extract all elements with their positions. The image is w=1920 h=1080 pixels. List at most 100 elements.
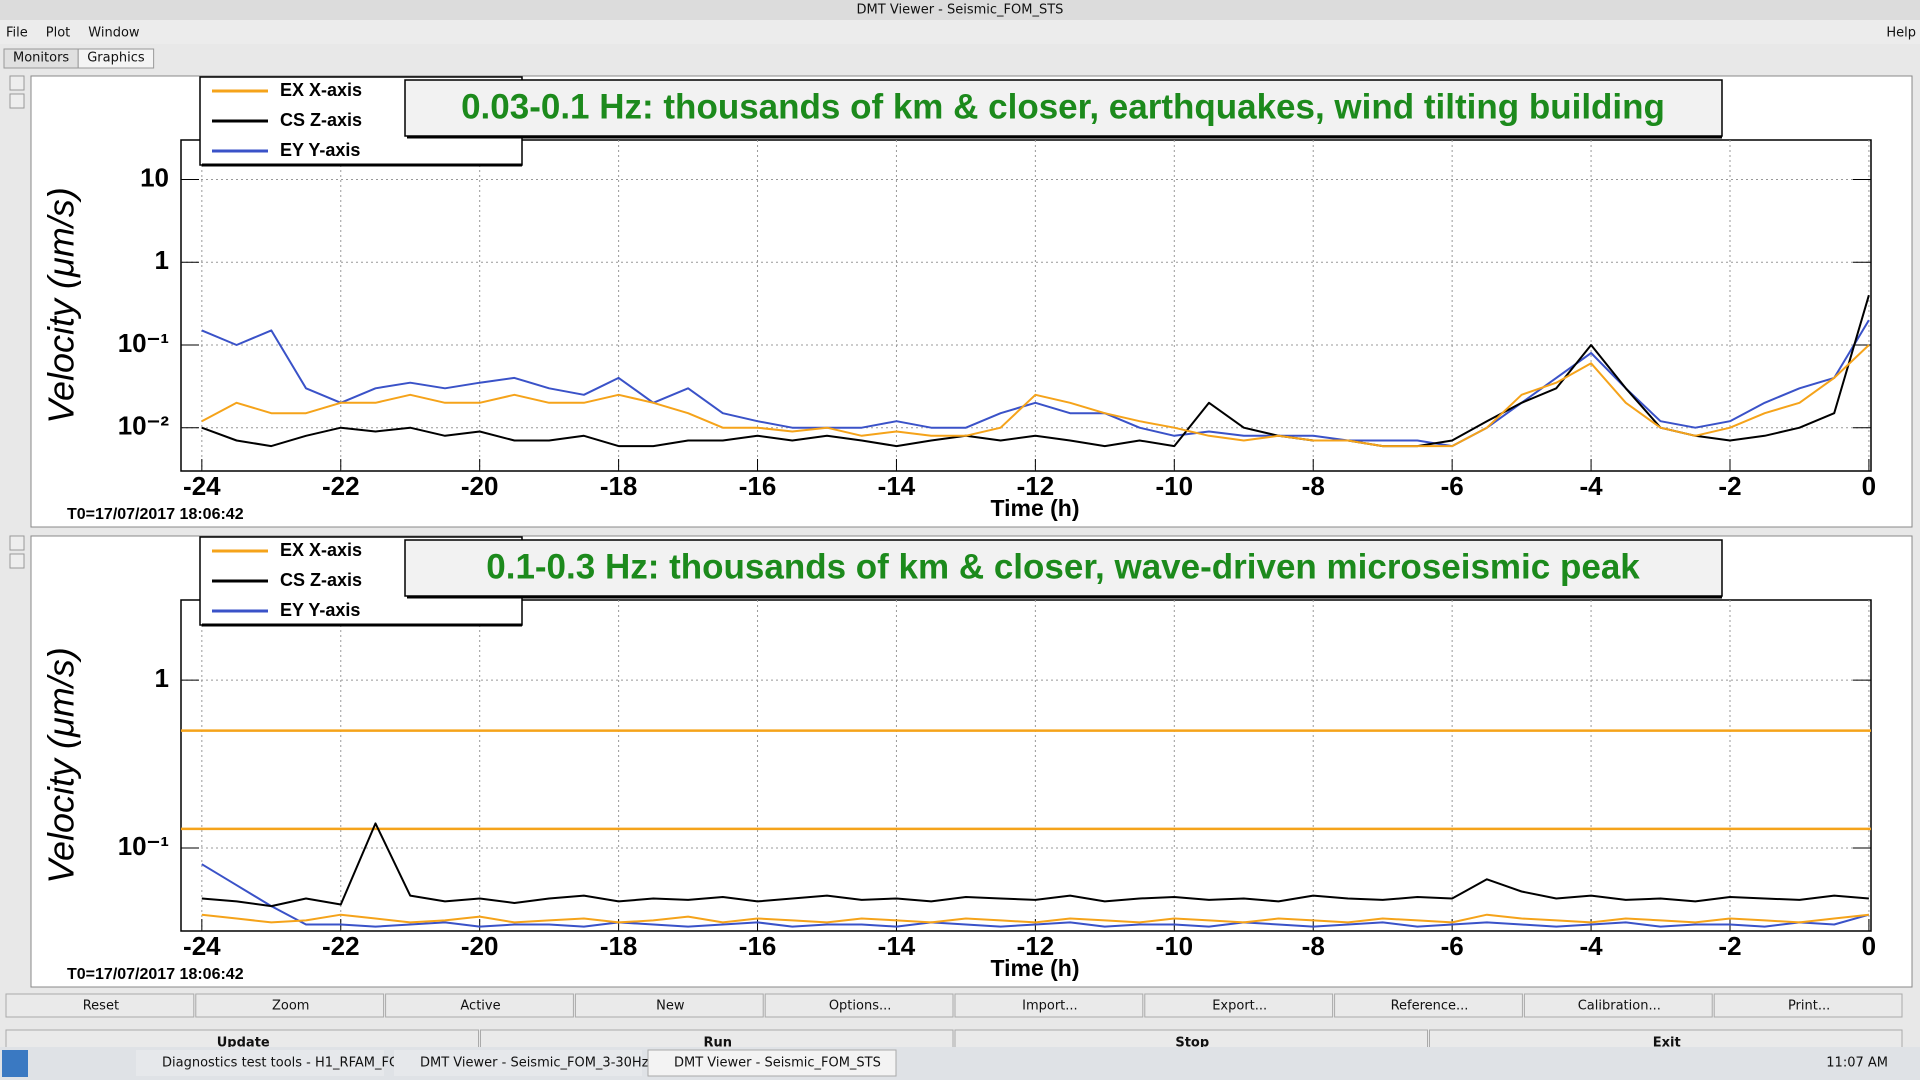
y-axis-label: Velocity (μm/s) — [41, 187, 82, 423]
button[interactable] — [1523, 993, 1713, 1018]
series-line — [201, 913, 1870, 924]
x-tick-label: -10 — [1156, 931, 1194, 961]
button[interactable] — [764, 993, 954, 1018]
taskbar-item[interactable] — [136, 1050, 384, 1076]
button[interactable] — [574, 993, 764, 1018]
x-tick-label: -8 — [1302, 931, 1325, 961]
taskbar-item-label[interactable]: DMT Viewer - Seismic_FOM_STS — [674, 1056, 881, 1071]
legend-label: EY Y-axis — [280, 600, 360, 620]
series-line — [201, 294, 1870, 448]
taskbar-item-label[interactable]: Diagnostics test tools - H1_RFAM_FOM — [162, 1056, 410, 1071]
button-label[interactable]: Calibration... — [1578, 999, 1661, 1014]
legend-label: CS Z-axis — [280, 570, 362, 590]
series-line — [201, 822, 1869, 908]
title-box — [404, 79, 1723, 137]
scroll-button[interactable] — [9, 535, 25, 551]
legend-label: EY Y-axis — [280, 140, 360, 160]
help-menu[interactable]: Help — [1886, 26, 1916, 41]
x-tick-label: -24 — [183, 471, 221, 501]
x-tick-label: -16 — [739, 471, 777, 501]
x-tick-label: -12 — [1017, 471, 1055, 501]
x-tick-label: -6 — [1441, 931, 1464, 961]
y-tick-label: 10⁻² — [118, 411, 170, 441]
button-label[interactable]: Stop — [1175, 1036, 1209, 1051]
button[interactable] — [1144, 993, 1334, 1018]
x-tick-label: -20 — [461, 471, 499, 501]
button[interactable] — [954, 993, 1144, 1018]
x-tick-label: -8 — [1302, 471, 1325, 501]
button-label[interactable]: Exit — [1653, 1036, 1681, 1051]
menu-bar — [0, 20, 1920, 44]
menu-item[interactable]: File — [6, 26, 28, 41]
title-box — [404, 539, 1723, 597]
window-title: DMT Viewer - Seismic_FOM_STS — [857, 3, 1064, 18]
plot-frame — [180, 599, 1872, 932]
legend-label: EX X-axis — [280, 540, 362, 560]
series-line — [201, 863, 1870, 928]
x-tick-label: -24 — [183, 931, 221, 961]
button[interactable] — [5, 993, 195, 1018]
t0-label: T0=17/07/2017 18:06:42 — [67, 966, 244, 983]
x-tick-label: -2 — [1718, 931, 1741, 961]
scroll-button[interactable] — [9, 553, 25, 569]
button[interactable] — [1713, 993, 1903, 1018]
button-label[interactable]: Import... — [1022, 999, 1078, 1014]
y-tick-label: 10⁻¹ — [118, 831, 169, 861]
title-bar — [0, 0, 1920, 20]
menu-item[interactable]: Plot — [46, 26, 71, 41]
button-label[interactable]: Options... — [829, 999, 892, 1014]
tab-label[interactable]: Graphics — [87, 51, 145, 66]
x-tick-label: -20 — [461, 931, 499, 961]
x-tick-label: -18 — [600, 471, 638, 501]
chart-title: 0.03-0.1 Hz: thousands of km & closer, e… — [461, 87, 1665, 126]
button-label[interactable]: Reset — [83, 999, 119, 1014]
legend-label: EX X-axis — [280, 80, 362, 100]
scroll-button[interactable] — [9, 75, 25, 91]
legend-label: CS Z-axis — [280, 110, 362, 130]
t0-label: T0=17/07/2017 18:06:42 — [67, 506, 244, 523]
taskbar-item-label[interactable]: DMT Viewer - Seismic_FOM_3-30Hz — [420, 1056, 649, 1071]
x-tick-label: -6 — [1441, 471, 1464, 501]
x-tick-label: -14 — [878, 931, 916, 961]
menu-item[interactable]: Window — [88, 26, 140, 41]
button-label[interactable]: Reference... — [1391, 999, 1469, 1014]
scroll-button[interactable] — [9, 93, 25, 109]
series-line — [201, 344, 1870, 448]
button[interactable] — [195, 993, 385, 1018]
x-tick-label: -22 — [322, 471, 360, 501]
taskbar-item[interactable] — [394, 1050, 642, 1076]
y-tick-label: 1 — [155, 663, 169, 693]
button-label[interactable]: New — [656, 999, 685, 1014]
plot-frame — [180, 139, 1872, 472]
start-button[interactable] — [2, 1050, 28, 1077]
y-axis-label: Velocity (μm/s) — [41, 647, 82, 883]
button-label[interactable]: Zoom — [272, 999, 309, 1014]
button[interactable] — [385, 993, 574, 1018]
x-tick-label: -2 — [1718, 471, 1741, 501]
x-tick-label: -10 — [1156, 471, 1194, 501]
x-tick-label: -14 — [878, 471, 916, 501]
x-tick-label: -22 — [322, 931, 360, 961]
x-tick-label: 0 — [1862, 471, 1876, 501]
x-axis-label: Time (h) — [990, 495, 1079, 521]
chart-title: 0.1-0.3 Hz: thousands of km & closer, wa… — [486, 547, 1640, 586]
y-tick-label: 10 — [140, 162, 169, 192]
button-label[interactable]: Run — [703, 1036, 732, 1051]
x-tick-label: -18 — [600, 931, 638, 961]
button-label[interactable]: Update — [217, 1036, 270, 1051]
x-tick-label: 0 — [1862, 931, 1876, 961]
button-label[interactable]: Active — [460, 999, 500, 1014]
button-label[interactable]: Print... — [1788, 999, 1830, 1014]
x-tick-label: -12 — [1017, 931, 1055, 961]
button-label[interactable]: Export... — [1212, 999, 1267, 1014]
button[interactable] — [1334, 993, 1523, 1018]
taskbar-item[interactable] — [647, 1049, 897, 1077]
tab-label[interactable]: Monitors — [13, 51, 69, 66]
y-tick-label: 10⁻¹ — [118, 328, 169, 358]
x-tick-label: -4 — [1580, 471, 1604, 501]
x-axis-label: Time (h) — [990, 955, 1079, 981]
x-tick-label: -4 — [1580, 931, 1604, 961]
tab[interactable] — [77, 48, 155, 69]
